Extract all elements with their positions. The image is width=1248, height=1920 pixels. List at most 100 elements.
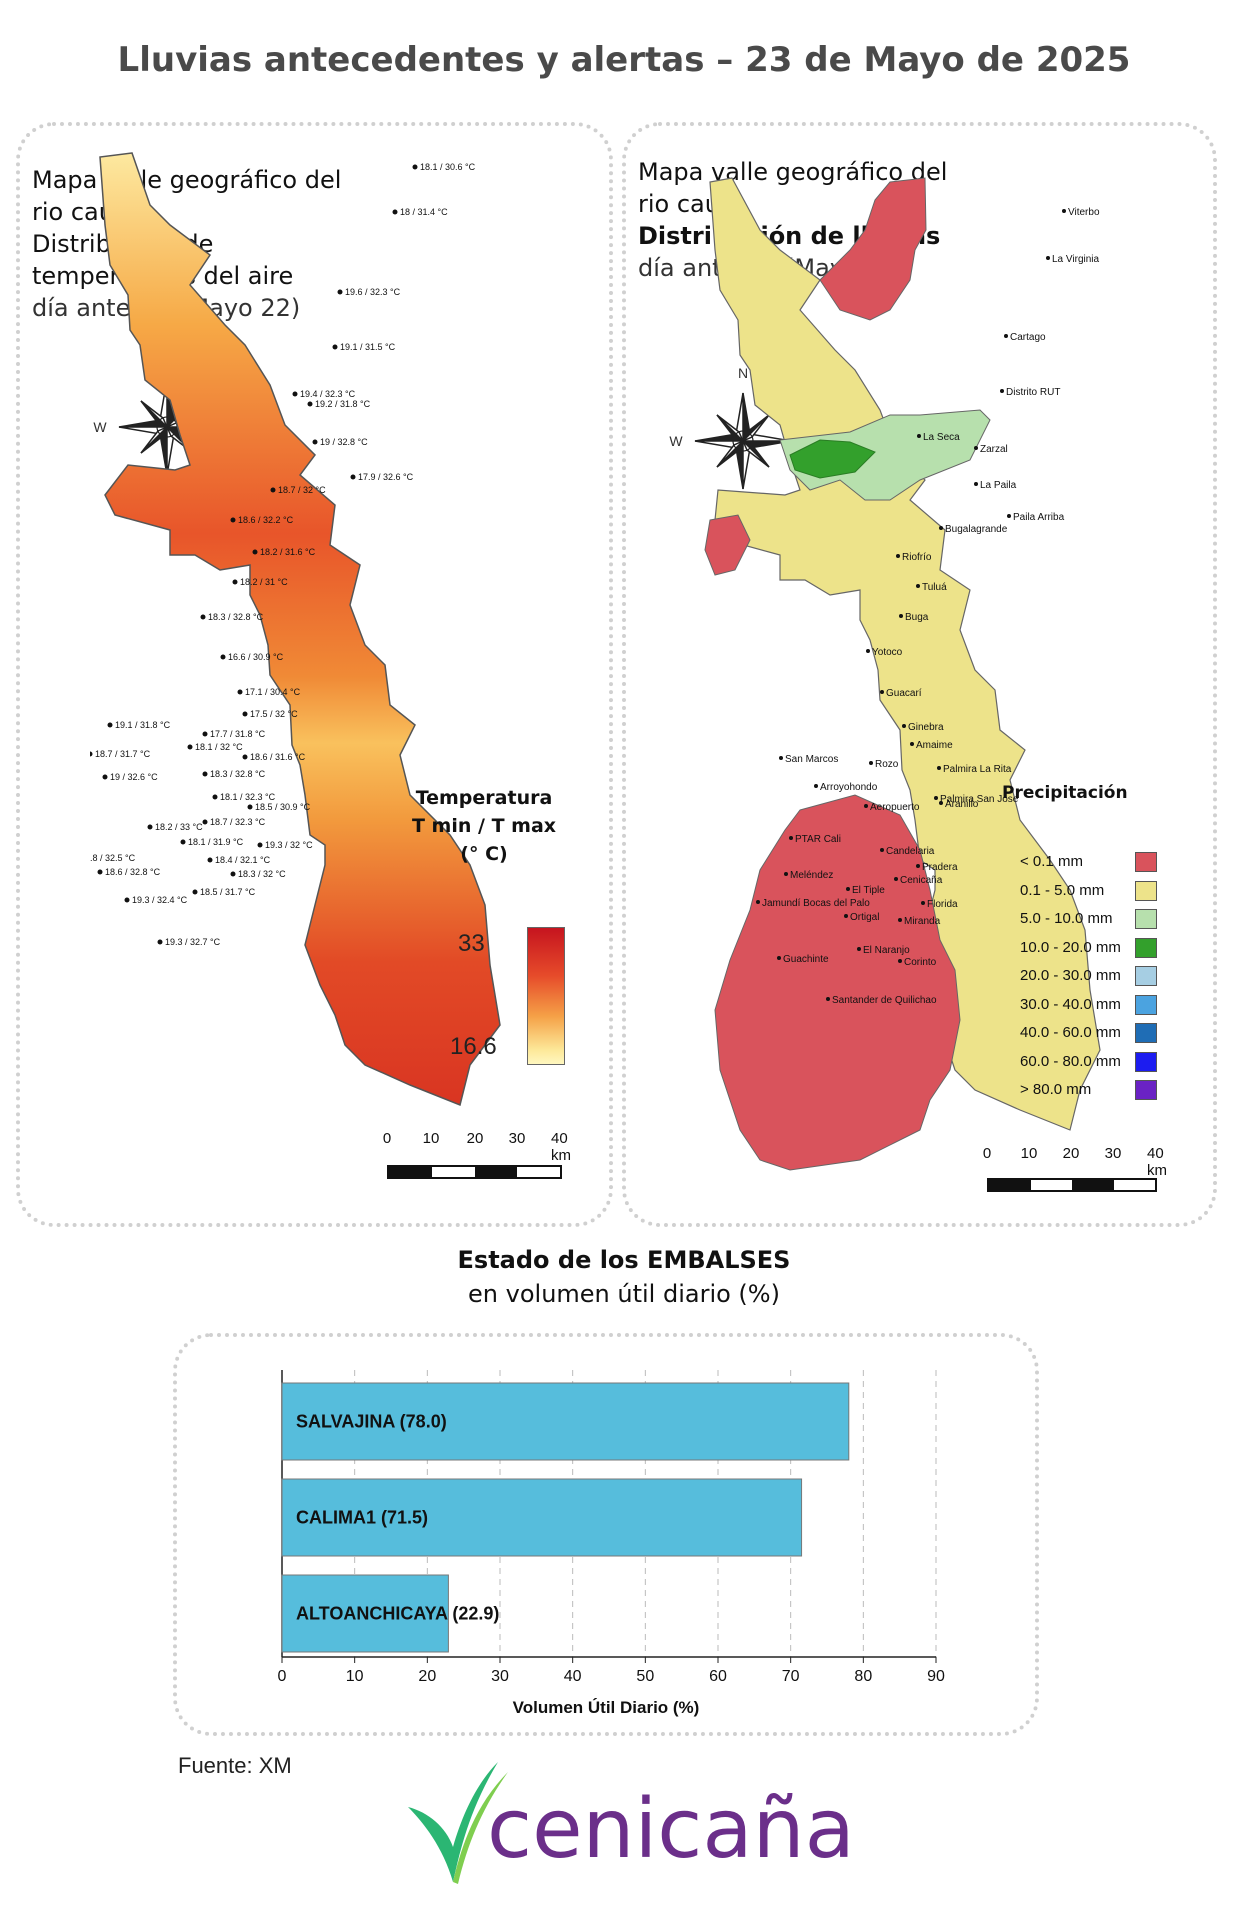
svg-text:W: W bbox=[93, 419, 107, 435]
rainfall-place-label: Guacarí bbox=[886, 688, 922, 699]
rainfall-place-label: Guachinte bbox=[783, 954, 829, 965]
temperature-station-labels: 18.1 / 30.6 °C 18 / 31.4 °C 19.6 / 32.3 °C… bbox=[90, 162, 476, 947]
temperature-station-label: 18.5 / 31.7 °C bbox=[200, 887, 256, 897]
temperature-station-dot bbox=[207, 857, 213, 863]
rainfall-place-dot bbox=[898, 959, 902, 963]
rainfall-zone-5-10mm bbox=[779, 409, 991, 501]
temperature-station-dot bbox=[200, 614, 206, 620]
rainfall-place-dot bbox=[916, 864, 920, 868]
rainfall-legend-swatch bbox=[1135, 909, 1157, 929]
temperature-station-dot bbox=[350, 474, 356, 480]
temperature-station-label: 17.5 / 32 °C bbox=[250, 709, 298, 719]
rainfall-place-dot bbox=[880, 690, 884, 694]
rainfall-place-dot bbox=[869, 761, 873, 765]
rainfall-place-dot bbox=[777, 956, 781, 960]
rainfall-place-label: Rozo bbox=[875, 759, 899, 770]
temperature-station-dot bbox=[202, 771, 208, 777]
temperature-station-label: 19.2 / 31.8 °C bbox=[315, 399, 371, 409]
rainfall-scale-label-40: 40 km bbox=[1147, 1145, 1167, 1179]
temperature-station-dot bbox=[157, 939, 163, 945]
rainfall-place-label: Florida bbox=[927, 899, 958, 910]
temperature-station-dot bbox=[230, 871, 236, 877]
reservoirs-title: Estado de los EMBALSES en volumen útil d… bbox=[0, 1243, 1248, 1311]
rainfall-place-label: Viterbo bbox=[1068, 207, 1100, 218]
temperature-station-dot bbox=[202, 819, 208, 825]
temperature-station-dot bbox=[307, 401, 313, 407]
temperature-station-label: 18.5 / 30.9 °C bbox=[255, 802, 311, 812]
rainfall-zone-lt-0-1mm-riofrio bbox=[704, 514, 751, 576]
temperature-station-dot bbox=[147, 824, 153, 830]
svg-text:N: N bbox=[738, 366, 748, 381]
rainfall-legend-swatch bbox=[1135, 994, 1157, 1015]
reservoirs-bar bbox=[281, 1382, 850, 1461]
reservoirs-bar bbox=[281, 1574, 449, 1653]
temperature-scale-label-20: 20 bbox=[466, 1130, 484, 1147]
reservoirs-bar bbox=[281, 1478, 803, 1557]
rainfall-place-label: Santander de Quilichao bbox=[832, 995, 937, 1006]
temperature-station-label: 18.6 / 32.2 °C bbox=[238, 515, 294, 525]
page-title: Lluvias antecedentes y alertas – 23 de M… bbox=[117, 40, 1131, 80]
rainfall-legend-label: > 80.0 mm bbox=[1020, 1081, 1092, 1098]
rainfall-place-label: Miranda bbox=[904, 916, 941, 927]
source-note: Fuente: XM bbox=[178, 1753, 292, 1778]
temperature-station-label: 17.9 / 32.6 °C bbox=[358, 472, 414, 482]
temperature-legend-min: 16.6 bbox=[450, 1033, 497, 1060]
rainfall-scale-bar bbox=[987, 1178, 1157, 1192]
rainfall-place-dot bbox=[1046, 256, 1050, 260]
temperature-station-label: 18.7 / 32.3 °C bbox=[210, 817, 266, 827]
rainfall-scale-label-20: 20 bbox=[1062, 1145, 1080, 1162]
rainfall-scale-label-0: 0 bbox=[982, 1145, 992, 1162]
temperature-station-dot bbox=[230, 517, 236, 523]
temperature-legend-colorbar bbox=[527, 927, 565, 1065]
temperature-station-dot bbox=[107, 722, 113, 728]
rainfall-map-panel bbox=[622, 122, 1217, 1227]
rainfall-place-label: Yotoco bbox=[872, 647, 903, 658]
temperature-station-label: 19.8 / 32.5 °C bbox=[90, 853, 136, 863]
temperature-station-dot bbox=[270, 487, 276, 493]
rainfall-place-label: El Tiple bbox=[852, 885, 885, 896]
rainfall-place-dot bbox=[826, 997, 830, 1001]
temperature-station-dot bbox=[220, 654, 226, 660]
rainfall-place-dot bbox=[894, 877, 898, 881]
temperature-station-label: 18.3 / 32.8 °C bbox=[208, 612, 264, 622]
rainfall-place-label: Arroyohondo bbox=[820, 782, 878, 793]
rainfall-place-label: Cartago bbox=[1010, 332, 1046, 343]
reservoirs-tick-label: 30 bbox=[491, 1668, 509, 1685]
rainfall-place-label: La Virginia bbox=[1052, 254, 1100, 265]
temperature-map-region bbox=[99, 152, 501, 1107]
rainfall-place-label: Distrito RUT bbox=[1006, 387, 1060, 398]
temperature-station-label: 18.3 / 32.8 °C bbox=[210, 769, 266, 779]
temperature-station-label: 19.3 / 32 °C bbox=[265, 840, 313, 850]
rainfall-place-label: Pradera bbox=[922, 862, 958, 873]
temperature-scale: 0 10 20 30 40 km bbox=[383, 1130, 571, 1164]
rainfall-place-label: Ginebra bbox=[908, 722, 944, 733]
temperature-station-label: 18.1 / 30.6 °C bbox=[420, 162, 476, 172]
rainfall-place-label: El Naranjo bbox=[863, 945, 910, 956]
rainfall-place-dot bbox=[974, 482, 978, 486]
rainfall-place-label: Riofrío bbox=[902, 552, 932, 563]
rainfall-legend-label: 30.0 - 40.0 mm bbox=[1020, 995, 1121, 1013]
temperature-station-label: 18 / 31.4 °C bbox=[400, 207, 448, 217]
temperature-station-dot bbox=[242, 754, 248, 760]
rainfall-place-label: Aranillo bbox=[945, 799, 979, 810]
reservoirs-tick-label: 40 bbox=[564, 1668, 582, 1685]
rainfall-place-dot bbox=[896, 554, 900, 558]
temperature-scale-label-40: 40 km bbox=[551, 1130, 571, 1164]
temperature-station-label: 19.6 / 32.3 °C bbox=[345, 287, 401, 297]
temperature-station-dot bbox=[257, 842, 263, 848]
temperature-station-dot bbox=[232, 579, 238, 585]
reservoirs-tick-label: 60 bbox=[709, 1668, 727, 1685]
rainfall-place-dot bbox=[784, 872, 788, 876]
rainfall-place-labels: Viterbo La Virginia Cartago Distrito RUT La … bbox=[756, 207, 1100, 1006]
rainfall-place-dot bbox=[866, 649, 870, 653]
rainfall-scale: 0 10 20 30 40 km bbox=[983, 1145, 1167, 1179]
rainfall-place-label: La Seca bbox=[923, 432, 960, 443]
rainfall-place-dot bbox=[789, 836, 793, 840]
rainfall-legend-swatch bbox=[1135, 1080, 1157, 1100]
rainfall-legend-swatch bbox=[1135, 937, 1157, 958]
rainfall-place-label: Buga bbox=[905, 612, 929, 623]
rainfall-place-dot bbox=[779, 756, 783, 760]
temperature-scale-label-10: 10 bbox=[422, 1130, 440, 1147]
rainfall-zone-lt-0-1mm-north bbox=[819, 177, 927, 321]
rainfall-legend-label: 40.0 - 60.0 mm bbox=[1020, 1024, 1121, 1041]
